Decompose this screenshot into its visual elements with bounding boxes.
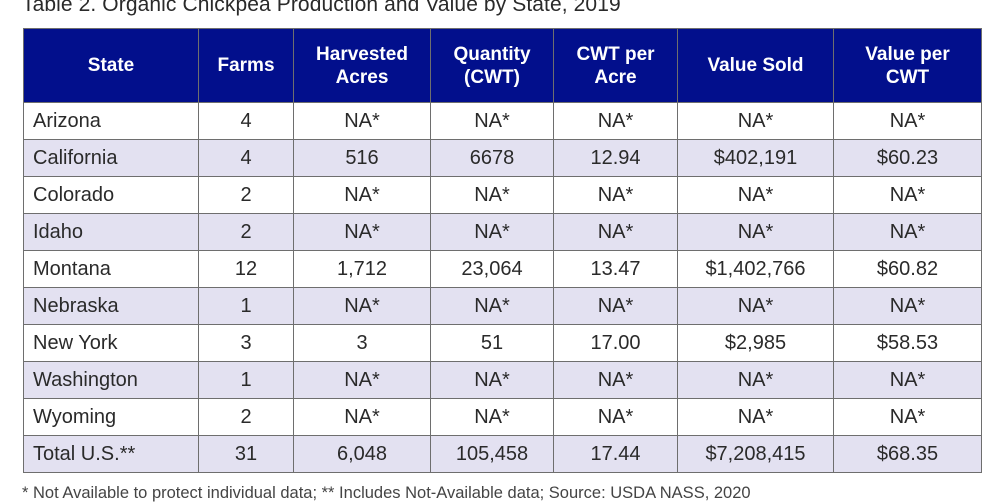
cell-farms: 4 [198,139,294,177]
table-row: Montana 12 1,712 23,064 13.47 $1,402,766 $60.8… [23,250,982,288]
cell-quantity: NA* [430,213,554,251]
header-value-sold: Value Sold [677,28,834,103]
cell-value-sold: $402,191 [677,139,834,177]
cell-cwt-per-acre: NA* [553,176,678,214]
header-state: State [23,28,199,103]
table-body: Arizona 4 NA* NA* NA* NA* NA* California 4 516 667… [23,102,982,473]
header-farms: Farms [198,28,294,103]
table-row: New York 3 3 51 17.00 $2,985 $58.53 [23,324,982,362]
cell-quantity: NA* [430,398,554,436]
cell-value-per-cwt: $68.35 [833,435,982,473]
header-quantity: Quantity (CWT) [430,28,554,103]
cell-farms: 1 [198,361,294,399]
cell-value-sold: NA* [677,176,834,214]
cell-value-sold: NA* [677,102,834,140]
cell-harvested-acres: NA* [293,213,431,251]
table-row: Washington 1 NA* NA* NA* NA* NA* [23,361,982,399]
cell-harvested-acres: NA* [293,102,431,140]
table-row: California 4 516 6678 12.94 $402,191 $60.23 [23,139,982,177]
cell-value-sold: NA* [677,398,834,436]
header-row: State Farms Harvested Acres Quantity (CW… [23,28,982,103]
cell-cwt-per-acre: 17.00 [553,324,678,362]
cell-farms: 1 [198,287,294,325]
cell-value-per-cwt: $60.82 [833,250,982,288]
cell-value-per-cwt: $60.23 [833,139,982,177]
header-cwt-per-acre: CWT per Acre [553,28,678,103]
table-row: Nebraska 1 NA* NA* NA* NA* NA* [23,287,982,325]
cell-state: Wyoming [23,398,199,436]
cell-harvested-acres: 3 [293,324,431,362]
cell-value-sold: $2,985 [677,324,834,362]
cell-quantity: 6678 [430,139,554,177]
cell-quantity: 23,064 [430,250,554,288]
cell-cwt-per-acre: 13.47 [553,250,678,288]
table-title: Table 2. Organic Chickpea Production and… [22,0,621,16]
cell-state: Nebraska [23,287,199,325]
cell-value-sold: $7,208,415 [677,435,834,473]
cell-harvested-acres: 6,048 [293,435,431,473]
cell-quantity: NA* [430,361,554,399]
cell-farms: 12 [198,250,294,288]
cell-quantity: NA* [430,176,554,214]
cell-state: Montana [23,250,199,288]
cell-harvested-acres: 516 [293,139,431,177]
header-harvested-acres: Harvested Acres [293,28,431,103]
cell-quantity: NA* [430,102,554,140]
cell-state: Washington [23,361,199,399]
cell-value-sold: NA* [677,361,834,399]
table-row: Arizona 4 NA* NA* NA* NA* NA* [23,102,982,140]
table-row: Colorado 2 NA* NA* NA* NA* NA* [23,176,982,214]
cell-cwt-per-acre: NA* [553,361,678,399]
cell-value-per-cwt: NA* [833,213,982,251]
table-row: Idaho 2 NA* NA* NA* NA* NA* [23,213,982,251]
footnote: * Not Available to protect individual da… [22,484,751,502]
cell-value-per-cwt: NA* [833,176,982,214]
cell-harvested-acres: NA* [293,176,431,214]
cell-state: Colorado [23,176,199,214]
cell-cwt-per-acre: NA* [553,398,678,436]
chickpea-table: State Farms Harvested Acres Quantity (CW… [23,28,982,473]
cell-farms: 2 [198,398,294,436]
cell-cwt-per-acre: 17.44 [553,435,678,473]
cell-harvested-acres: NA* [293,398,431,436]
cell-farms: 2 [198,213,294,251]
cell-value-per-cwt: NA* [833,398,982,436]
cell-farms: 4 [198,102,294,140]
cell-cwt-per-acre: NA* [553,213,678,251]
cell-cwt-per-acre: NA* [553,102,678,140]
table-row: Wyoming 2 NA* NA* NA* NA* NA* [23,398,982,436]
cell-state: New York [23,324,199,362]
cell-value-sold: NA* [677,287,834,325]
table-header: State Farms Harvested Acres Quantity (CW… [23,28,982,103]
cell-harvested-acres: 1,712 [293,250,431,288]
cell-state: Idaho [23,213,199,251]
cell-farms: 31 [198,435,294,473]
cell-value-per-cwt: $58.53 [833,324,982,362]
cell-quantity: 105,458 [430,435,554,473]
cell-state: Arizona [23,102,199,140]
header-value-per-cwt: Value per CWT [833,28,982,103]
cell-value-per-cwt: NA* [833,287,982,325]
cell-value-sold: NA* [677,213,834,251]
cell-cwt-per-acre: NA* [553,287,678,325]
cell-value-sold: $1,402,766 [677,250,834,288]
cell-farms: 2 [198,176,294,214]
cell-state: California [23,139,199,177]
total-row: Total U.S.** 31 6,048 105,458 17.44 $7,208,41… [23,435,982,473]
cell-cwt-per-acre: 12.94 [553,139,678,177]
cell-value-per-cwt: NA* [833,361,982,399]
cell-state: Total U.S.** [23,435,199,473]
cell-farms: 3 [198,324,294,362]
cell-quantity: NA* [430,287,554,325]
cell-harvested-acres: NA* [293,287,431,325]
cell-value-per-cwt: NA* [833,102,982,140]
cell-quantity: 51 [430,324,554,362]
cell-harvested-acres: NA* [293,361,431,399]
